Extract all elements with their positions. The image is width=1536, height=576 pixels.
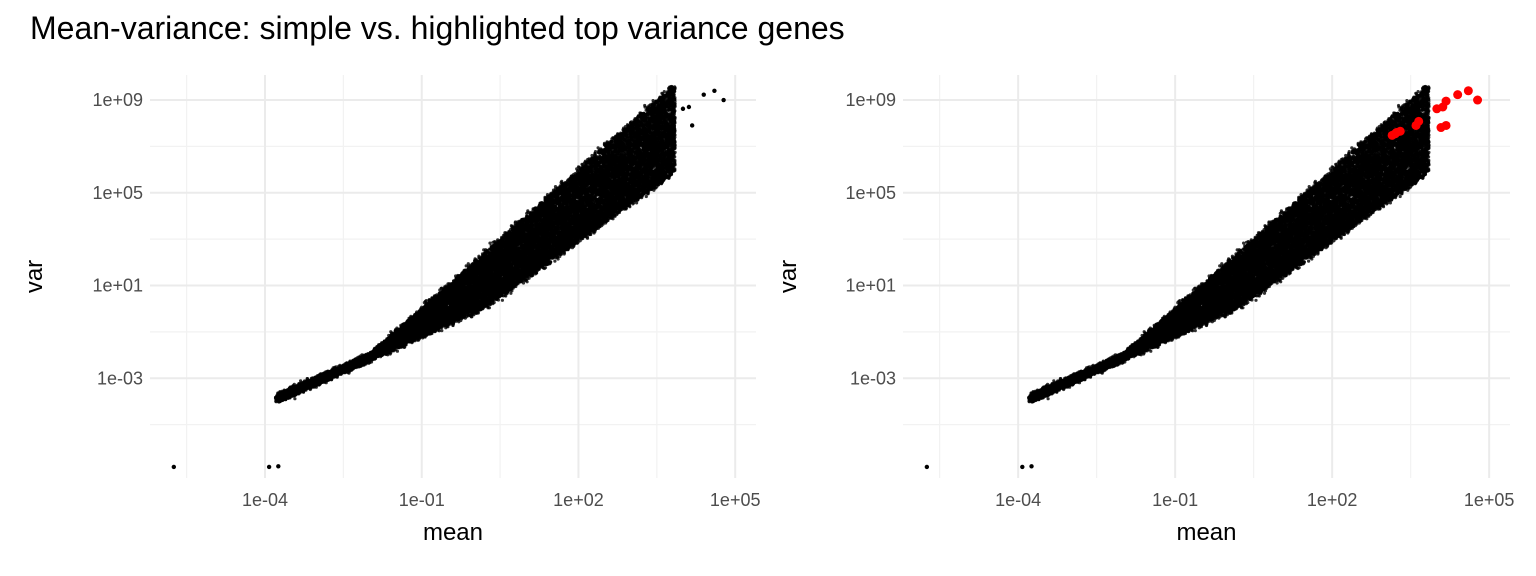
- data-point: [500, 298, 504, 302]
- y-axis-label: var: [21, 260, 48, 293]
- x-tick-label: 1e+02: [553, 490, 604, 510]
- x-tick-label: 1e+05: [710, 490, 761, 510]
- x-tick-label: 1e-04: [242, 490, 288, 510]
- scatter-points: [171, 84, 726, 470]
- panel-left-simple: 1e-04 1e-01 1e+02 1e+05 1e-03 1e+01 1e+05 1e+09…: [21, 75, 760, 546]
- chart-title: Mean-variance: simple vs. highlighted to…: [30, 10, 845, 47]
- x-axis-label: mean: [423, 519, 483, 546]
- x-tick-label: 1e-01: [399, 490, 445, 510]
- y-tick-label: 1e+09: [92, 90, 143, 110]
- tick-labels: 1e-04 1e-01 1e+02 1e+05 1e-03 1e+01 1e+05 1e+09: [92, 90, 760, 510]
- y-tick-label: 1e-03: [97, 368, 143, 388]
- y-tick-label: 1e+05: [92, 183, 143, 203]
- y-tick-label: 1e+01: [92, 276, 143, 296]
- data-point: [553, 259, 557, 263]
